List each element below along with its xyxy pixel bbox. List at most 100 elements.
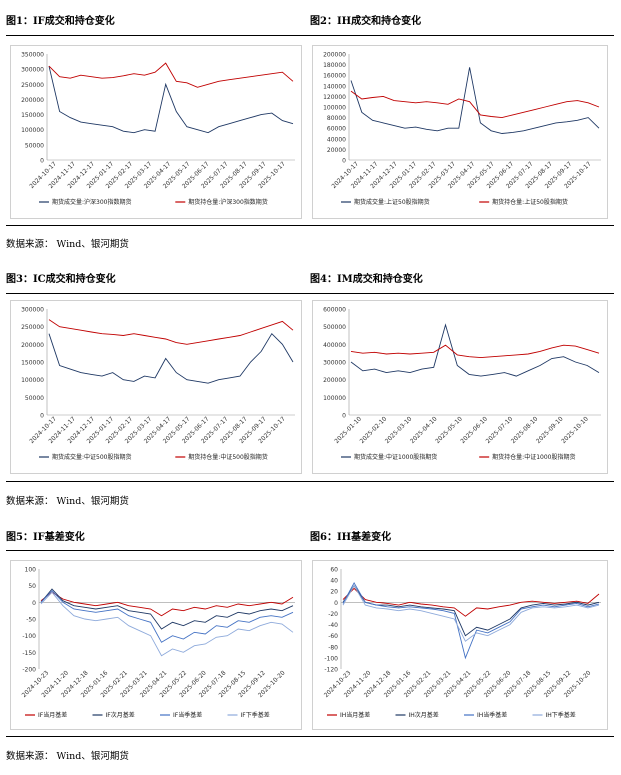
legend-label: IH当月基差 <box>340 711 370 719</box>
chart-ih-volume-oi: 200000 180000 160000 140000 120000 100000 8000… <box>323 52 601 206</box>
chart-ih-basis: 6040200-20-40-60-80-100-1202024-10-23202… <box>323 567 601 719</box>
y-tick-label: 150000 <box>21 112 44 119</box>
y-tick-label: 100 <box>25 567 37 574</box>
y-tick-label: 140000 <box>323 83 346 90</box>
y-tick-label: 0 <box>32 600 36 607</box>
legend-label: 期货持仓量:中证1000股指期货 <box>492 453 575 461</box>
series-line <box>350 67 600 134</box>
y-tick-label: 80000 <box>327 115 346 122</box>
y-tick-label: 0 <box>40 413 44 420</box>
data-source: 数据来源： Wind、银河期货 <box>6 493 129 507</box>
chart-panel: 60 40 20 0 -20 -40 -60 -80 -100 -120 2024-10-23 202… <box>312 560 608 730</box>
y-tick-label: -120 <box>324 667 338 674</box>
y-tick-label: 600000 <box>323 307 346 314</box>
y-tick-label: 0 <box>342 413 346 420</box>
chart-im-volume-oi: 600000 500000 400000 300000 200000 100000 0 202… <box>323 307 601 461</box>
series-line <box>48 62 294 88</box>
series-line <box>350 323 600 377</box>
y-tick-label: 150000 <box>21 360 44 367</box>
y-tick-label: 40000 <box>327 136 346 143</box>
source-label: 数据来源： <box>6 496 54 507</box>
legend-label: 期货成交量:沪深300指数期货 <box>52 198 131 206</box>
y-tick-label: 60000 <box>327 126 346 133</box>
y-tick-label: 100000 <box>323 105 346 112</box>
y-tick-label: 60 <box>330 567 338 574</box>
series-line <box>40 591 294 617</box>
figure-title: 图6：IH基差变化 <box>310 532 392 543</box>
y-tick-label: 100000 <box>21 377 44 384</box>
source-label: 数据来源： <box>6 239 54 250</box>
y-tick-label: 20 <box>330 589 338 596</box>
y-tick-label: -150 <box>22 650 36 657</box>
y-tick-label: 200000 <box>323 52 346 59</box>
y-tick-label: 250000 <box>21 324 44 331</box>
chart-panel: 200000 180000 160000 140000 120000 100000 8000… <box>312 45 608 219</box>
y-tick-label: 0 <box>342 158 346 165</box>
y-tick-label: 180000 <box>323 62 346 69</box>
chart-panel: 600000 500000 400000 300000 200000 100000 0 202… <box>312 300 608 474</box>
y-tick-label: 400000 <box>323 342 346 349</box>
legend-label: IH当季基差 <box>477 711 507 719</box>
series-line <box>342 584 600 637</box>
y-tick-label: 50 <box>28 583 36 590</box>
series-line <box>48 65 294 134</box>
y-tick-label: 40 <box>330 578 338 585</box>
legend-label: IF下季基差 <box>241 711 270 719</box>
y-tick-label: 120000 <box>323 94 346 101</box>
chart-panel: 100 50 0 -50 -100 -150 -200 2024-10-23 2024-11-2… <box>10 560 302 730</box>
y-tick-label: 300000 <box>323 360 346 367</box>
series-line <box>48 332 294 384</box>
source-text: Wind、银河期货 <box>56 239 129 250</box>
figure-title: 图5：IF基差变化 <box>6 532 85 543</box>
section-rule <box>6 481 614 482</box>
y-tick-label: 250000 <box>21 82 44 89</box>
y-tick-label: 200000 <box>323 377 346 384</box>
source-text: Wind、银河期货 <box>56 496 129 507</box>
y-tick-label: -50 <box>26 617 36 624</box>
y-tick-label: -100 <box>324 655 338 662</box>
title-rule <box>6 35 614 36</box>
figure-title: 图1：IF成交和持仓变化 <box>6 16 115 27</box>
legend-label: 期货持仓量:沪深300指数期货 <box>188 198 267 206</box>
figure-title: 图3：IC成交和持仓变化 <box>6 274 116 285</box>
y-tick-label: 160000 <box>323 73 346 80</box>
section-rule <box>6 225 614 226</box>
series-line <box>342 581 600 660</box>
y-tick-label: 100000 <box>21 127 44 134</box>
series-line <box>40 588 294 630</box>
legend-label: 期货成交量:中证1000股指期货 <box>354 453 437 461</box>
title-rule <box>6 550 614 551</box>
data-source: 数据来源： Wind、银河期货 <box>6 748 129 762</box>
chart-panel: 350000 300000 250000 200000 150000 100000 5000… <box>10 45 302 219</box>
y-tick-label: -20 <box>328 611 338 618</box>
legend-label: IF当月基差 <box>38 711 67 719</box>
y-tick-label: 350000 <box>21 52 44 59</box>
x-tick-label: 2025-10-10 <box>560 415 590 445</box>
chart-if-volume-oi: 350000 300000 250000 200000 150000 100000 5000… <box>21 52 295 206</box>
y-tick-label: 200000 <box>21 97 44 104</box>
title-rule <box>6 293 614 294</box>
source-text: Wind、银河期货 <box>56 751 129 762</box>
figure-title: 图4：IM成交和持仓变化 <box>310 274 423 285</box>
y-tick-label: 500000 <box>323 324 346 331</box>
y-tick-label: 300000 <box>21 307 44 314</box>
series-line <box>40 590 294 643</box>
y-tick-label: 0 <box>40 158 44 165</box>
y-tick-label: 300000 <box>21 67 44 74</box>
legend-label: IF次月基差 <box>106 711 135 719</box>
legend-label: 期货持仓量:中证500股指期货 <box>188 453 267 461</box>
y-tick-label: -40 <box>328 622 338 629</box>
chart-panel: 300000 250000 200000 150000 100000 50000 0 2024… <box>10 300 302 474</box>
data-source: 数据来源： Wind、银河期货 <box>6 236 129 250</box>
chart-if-basis: 100500-50-100-150-2002024-10-232024-11-2… <box>21 567 295 719</box>
legend-label: 期货成交量:中证500股指期货 <box>52 453 131 461</box>
y-tick-label: -60 <box>328 633 338 640</box>
y-tick-label: -100 <box>22 633 36 640</box>
legend-label: IH次月基差 <box>409 711 439 719</box>
y-tick-label: -200 <box>22 667 36 674</box>
legend-label: IH下季基差 <box>546 711 576 719</box>
series-line <box>342 587 600 617</box>
legend-label: IF当季基差 <box>173 711 202 719</box>
series-line <box>40 591 294 657</box>
y-tick-label: 100000 <box>323 395 346 402</box>
